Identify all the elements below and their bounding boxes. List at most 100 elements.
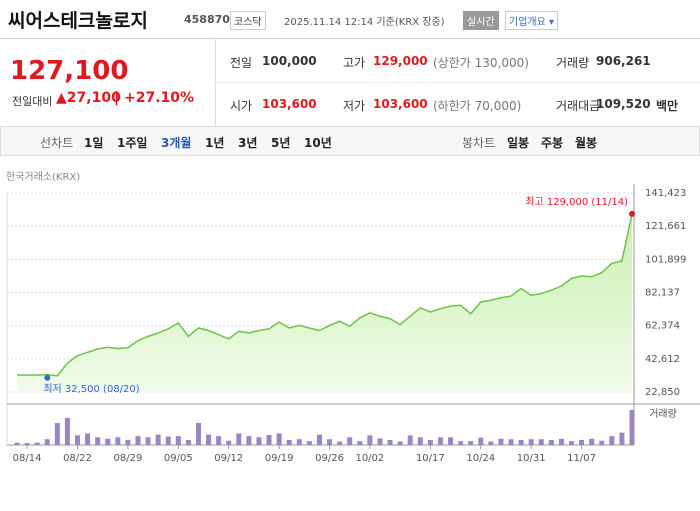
volume-bar	[296, 439, 302, 445]
date: 2025.11.14 12:14 기준(KRX 장중)	[284, 17, 445, 28]
period-tab[interactable]: 5년	[271, 136, 291, 150]
volume-bar	[579, 439, 585, 445]
stat-value: 103,600	[262, 97, 317, 111]
period-tab[interactable]: 1일	[84, 136, 104, 150]
x-tick-label: 09/05	[164, 453, 193, 464]
volume-bar	[135, 436, 141, 445]
volume-bar	[236, 433, 242, 445]
x-tick-label: 09/19	[265, 453, 294, 464]
period-tab[interactable]: 3개월	[161, 136, 192, 150]
volume-bar	[417, 437, 423, 445]
volume-bar	[14, 442, 20, 445]
change-label: 전일대비	[12, 95, 53, 108]
stock-code: 458870	[184, 13, 230, 26]
volume-bar	[377, 438, 383, 445]
x-tick-label: 08/22	[63, 453, 92, 464]
period-tab[interactable]: 1주일	[117, 136, 148, 150]
stat-value: 906,261	[596, 54, 651, 68]
volume-bar	[206, 434, 212, 445]
stat-label: 전일	[230, 56, 253, 70]
stock-name: 씨어스테크놀로지	[8, 10, 148, 32]
x-tick-label: 08/14	[13, 453, 42, 464]
volume-bar	[54, 422, 60, 445]
volume-bar	[286, 439, 292, 445]
period-tab[interactable]: 월봉	[575, 136, 598, 150]
stat-label: 저가	[343, 99, 366, 113]
stat-value: 109,520	[596, 97, 651, 111]
volume-bar	[327, 439, 333, 445]
stat-label: 고가	[343, 56, 366, 70]
min-dot	[44, 374, 51, 381]
realtime-badge[interactable]: 실시간	[463, 11, 499, 30]
volume-bar	[609, 436, 615, 445]
volume-bar	[458, 441, 464, 445]
volume-bar	[74, 435, 80, 445]
min-label: 최저 32,500 (08/20)	[43, 383, 139, 395]
x-tick-label: 10/24	[466, 453, 495, 464]
price-area	[17, 213, 632, 392]
company-label: 기업개요	[509, 17, 546, 28]
volume-bar	[427, 439, 433, 445]
divider	[0, 38, 700, 39]
x-tick-label: 10/02	[355, 453, 384, 464]
x-tick-label: 08/29	[113, 453, 142, 464]
period-bar	[0, 126, 700, 156]
volume-bar	[85, 433, 91, 445]
divider	[215, 82, 700, 83]
volume-bar	[34, 442, 40, 445]
x-tick-label: 10/17	[416, 453, 445, 464]
period-tab[interactable]: 10년	[304, 136, 332, 150]
volume-bar	[105, 438, 111, 445]
volume-bar	[145, 437, 151, 445]
rate-value: +27.10%	[124, 90, 195, 106]
volume-bar	[155, 434, 161, 445]
price-line	[16, 213, 633, 377]
volume-bar	[195, 422, 201, 445]
period-tab[interactable]: 일봉	[507, 136, 530, 150]
volume-bar	[347, 437, 353, 445]
period-tab[interactable]: 3년	[238, 136, 258, 150]
stat-value: 103,600	[373, 97, 428, 111]
y-tick-label: 42,612	[645, 354, 680, 365]
volume-bar	[448, 437, 454, 445]
volume-bar	[185, 439, 191, 445]
volume-bar	[316, 434, 322, 445]
x-tick-label: 09/12	[214, 453, 243, 464]
volume-bar	[175, 436, 181, 445]
volume-bar	[226, 440, 232, 445]
company-button[interactable]: 기업개요 ▾	[505, 11, 559, 30]
period-label: 봉차트	[462, 136, 496, 150]
source: 한국거래소(KRX)	[6, 172, 81, 183]
max-label: 최고 129,000 (11/14)	[525, 196, 628, 208]
stat-value: 129,000	[373, 54, 428, 68]
volume-bar	[306, 441, 312, 445]
rate: | +27.10%	[114, 90, 195, 106]
volume-bar	[44, 439, 50, 445]
y-tick-label: 101,899	[645, 254, 686, 265]
period-tab[interactable]: 1년	[205, 136, 225, 150]
stat-note: 백만	[656, 99, 679, 113]
volume-bar	[276, 433, 282, 445]
period-label: 선차트	[40, 136, 74, 150]
volume-bar	[478, 437, 484, 445]
volume-bar	[387, 439, 393, 445]
change: ▲27,100	[56, 90, 121, 106]
volume-bar	[165, 436, 171, 445]
volume-bar	[508, 439, 514, 445]
volume-bar	[548, 439, 554, 445]
x-tick-label: 11/07	[567, 453, 596, 464]
stat-label: 시가	[230, 99, 253, 113]
volume-bar	[337, 441, 343, 445]
volume-bar	[599, 440, 605, 445]
volume-bar	[538, 439, 544, 445]
volume-bar	[216, 436, 222, 445]
period-tab[interactable]: 주봉	[541, 136, 564, 150]
volume-bar	[115, 437, 121, 445]
volume-bar	[518, 439, 524, 445]
stat-note: (하한가 70,000)	[433, 99, 522, 113]
volume-bar	[266, 434, 272, 445]
volume-bar	[125, 439, 131, 445]
market-badge: 코스닥	[230, 11, 266, 30]
chart: 거래량 22,850 42,612 62,374 82,137 101,899 121,6…	[6, 184, 700, 464]
